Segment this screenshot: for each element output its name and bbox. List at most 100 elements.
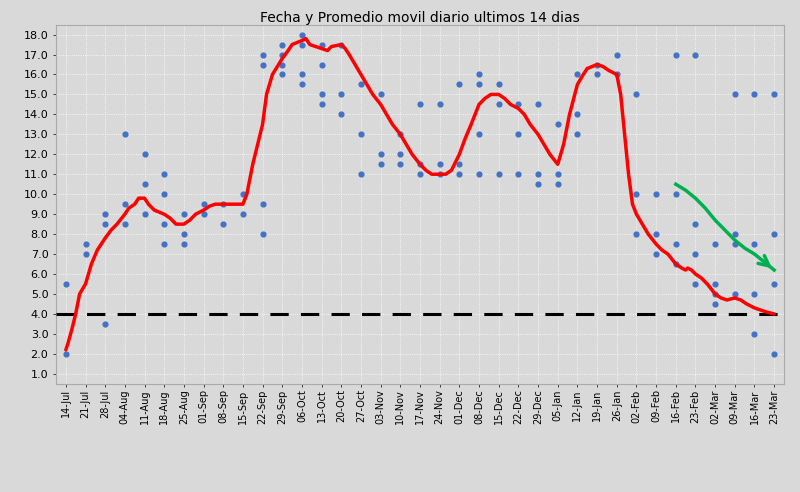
Point [512,170,525,178]
Point [256,61,269,68]
Point [354,170,367,178]
Point [670,240,682,248]
Point [709,240,722,248]
Point [590,70,603,78]
Point [453,160,466,168]
Point [512,130,525,138]
Point [118,130,131,138]
Point [276,70,289,78]
Point [158,220,170,228]
Point [729,230,742,238]
Point [768,280,781,288]
Point [394,151,406,158]
Point [729,290,742,298]
Point [335,41,348,49]
Point [59,350,72,358]
Point [295,70,308,78]
Point [138,210,151,218]
Point [571,70,584,78]
Point [295,31,308,38]
Point [551,180,564,188]
Point [335,111,348,119]
Point [689,51,702,59]
Point [453,81,466,89]
Point [315,41,328,49]
Point [276,61,289,68]
Point [315,91,328,98]
Point [315,61,328,68]
Point [670,190,682,198]
Point [689,280,702,288]
Point [551,170,564,178]
Point [492,81,505,89]
Point [532,170,545,178]
Point [256,200,269,208]
Point [158,170,170,178]
Point [768,91,781,98]
Point [709,300,722,308]
Point [630,230,643,238]
Point [453,170,466,178]
Point [178,240,190,248]
Point [276,41,289,49]
Point [729,91,742,98]
Point [315,100,328,108]
Point [394,160,406,168]
Point [414,170,426,178]
Point [709,290,722,298]
Point [689,220,702,228]
Point [138,151,151,158]
Point [473,81,486,89]
Point [374,91,387,98]
Point [650,230,662,238]
Point [79,240,92,248]
Point [178,210,190,218]
Point [434,160,446,168]
Point [650,250,662,258]
Point [492,170,505,178]
Point [374,160,387,168]
Point [414,100,426,108]
Point [335,91,348,98]
Point [158,240,170,248]
Point [650,190,662,198]
Point [709,280,722,288]
Point [295,81,308,89]
Point [512,100,525,108]
Point [79,250,92,258]
Point [197,210,210,218]
Title: Fecha y Promedio movil diario ultimos 14 dias: Fecha y Promedio movil diario ultimos 14… [260,11,580,25]
Point [768,230,781,238]
Point [178,230,190,238]
Point [295,41,308,49]
Point [374,151,387,158]
Point [729,240,742,248]
Point [237,210,250,218]
Point [158,190,170,198]
Point [118,200,131,208]
Point [217,200,230,208]
Point [492,100,505,108]
Point [98,220,111,228]
Point [118,220,131,228]
Point [551,121,564,128]
Point [473,130,486,138]
Point [748,290,761,298]
Point [532,100,545,108]
Point [434,170,446,178]
Point [138,180,151,188]
Point [532,180,545,188]
Point [670,51,682,59]
Point [256,230,269,238]
Point [217,220,230,228]
Point [610,70,623,78]
Point [414,160,426,168]
Point [590,61,603,68]
Point [473,170,486,178]
Point [571,111,584,119]
Point [748,91,761,98]
Point [59,280,72,288]
Point [256,51,269,59]
Point [434,100,446,108]
Point [473,70,486,78]
